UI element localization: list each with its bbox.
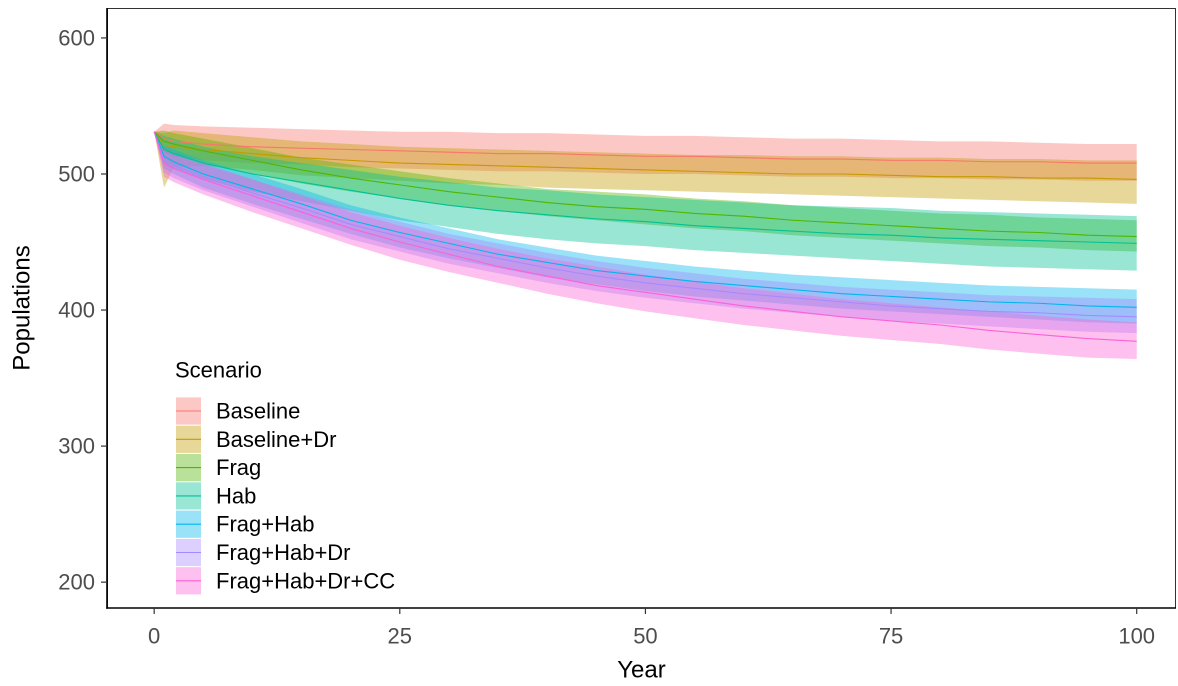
legend-label: Frag+Hab+Dr+CC (216, 568, 395, 593)
x-tick-label: 100 (1118, 624, 1155, 649)
x-tick-label: 0 (148, 624, 160, 649)
line-frag (153, 131, 1137, 238)
legend-label: Frag (216, 455, 261, 480)
line-layer (153, 131, 1137, 342)
legend-label: Baseline (216, 399, 300, 424)
ribbon-hab (154, 131, 1137, 271)
y-tick-label: 600 (58, 25, 95, 50)
legend-title: Scenario (175, 358, 262, 383)
ribbon-layer (154, 123, 1137, 360)
line-baseline (153, 131, 1137, 164)
ribbon-frag-hab (154, 131, 1137, 324)
line-frag-hab-dr (153, 131, 1137, 318)
legend-label: Frag+Hab (216, 512, 314, 537)
ribbon-frag (154, 130, 1137, 252)
legend-item-hab: Hab (176, 482, 256, 510)
y-tick-label: 200 (58, 570, 95, 595)
legend-item-frag-hab: Frag+Hab (176, 510, 314, 538)
line-hab (153, 131, 1137, 244)
legend-label: Baseline+Dr (216, 427, 336, 452)
ribbon-baseline (154, 123, 1137, 181)
x-axis-ticks: 0 25 50 75 100 (148, 608, 1155, 649)
plot-panel-background (107, 8, 1176, 608)
legend-item-frag-hab-dr: Frag+Hab+Dr (176, 538, 351, 567)
legend: Scenario Baseline Baseline+Dr Frag Hab Frag+… (175, 358, 395, 595)
y-axis-title: Populations (9, 245, 36, 370)
line-baseline-dr (153, 131, 1137, 180)
x-tick-label: 75 (879, 624, 903, 649)
x-tick-label: 50 (633, 624, 657, 649)
legend-item-baseline-dr: Baseline+Dr (176, 425, 336, 453)
x-tick-label: 25 (388, 624, 412, 649)
y-axis-ticks: 200 300 400 500 600 (58, 25, 107, 595)
legend-item-frag-hab-dr-cc: Frag+Hab+Dr+CC (176, 567, 395, 595)
legend-label: Frag+Hab+Dr (216, 540, 351, 565)
legend-item-baseline: Baseline (176, 397, 300, 425)
y-tick-label: 300 (58, 434, 95, 459)
ribbon-baseline-dr (154, 130, 1137, 204)
y-tick-label: 500 (58, 161, 95, 186)
legend-item-frag: Frag (176, 454, 261, 482)
x-axis-title: Year (617, 657, 666, 684)
ribbon-frag-hab-dr-cc (154, 131, 1137, 360)
y-tick-label: 400 (58, 298, 95, 323)
line-frag-hab-dr-cc (153, 131, 1137, 342)
legend-label: Hab (216, 483, 256, 508)
line-frag-hab (153, 131, 1137, 308)
